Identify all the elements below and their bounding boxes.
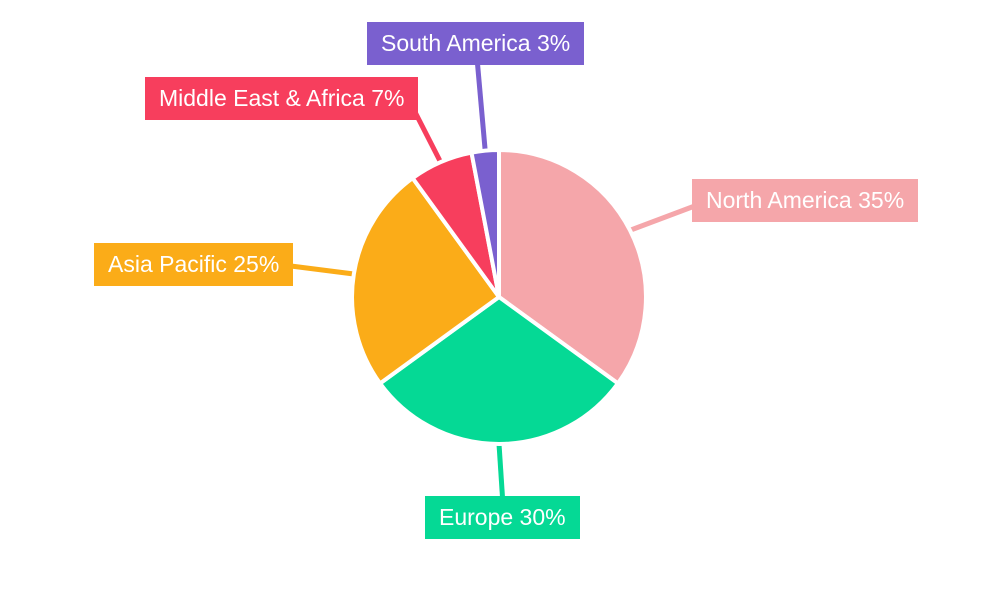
pie-slices [350, 148, 648, 446]
pie-slice-north-america [497, 148, 648, 386]
callout-label-asia-pacific: Asia Pacific 25% [94, 243, 294, 287]
callout-label-europe: Europe 30% [425, 496, 580, 540]
pie-slice-asia-pacific [350, 176, 501, 386]
pie-slice-south-america [469, 148, 501, 299]
callout-label-middle-east-africa: Middle East & Africa 7% [145, 77, 419, 121]
leader-lines [282, 57, 701, 506]
leader-line-europe [496, 443, 506, 506]
pie-slice-europe [378, 295, 620, 446]
leader-line-asia-pacific [282, 262, 355, 277]
leader-line-north-america [629, 201, 701, 233]
callout-label-north-america: North America 35% [692, 179, 919, 223]
callout-label-south-america: South America 3% [367, 22, 585, 66]
leader-line-middle-east-africa [412, 110, 443, 164]
leader-line-south-america [474, 57, 488, 151]
